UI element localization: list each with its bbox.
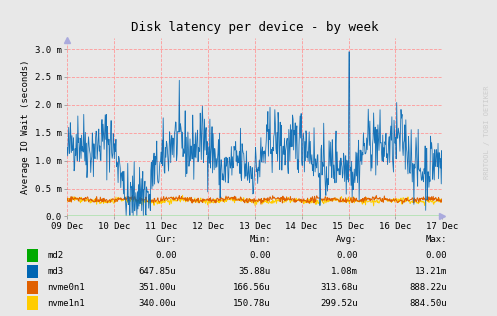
Text: 313.68u: 313.68u [320, 283, 358, 292]
Text: 299.52u: 299.52u [320, 299, 358, 308]
Text: 1.08m: 1.08m [331, 267, 358, 276]
Title: Disk latency per device - by week: Disk latency per device - by week [131, 21, 378, 34]
Text: 0.00: 0.00 [336, 252, 358, 260]
Text: 888.22u: 888.22u [410, 283, 447, 292]
Text: 351.00u: 351.00u [139, 283, 176, 292]
Text: nvme0n1: nvme0n1 [47, 283, 85, 292]
Text: 0.00: 0.00 [155, 252, 176, 260]
Text: 340.00u: 340.00u [139, 299, 176, 308]
Text: 166.56u: 166.56u [233, 283, 271, 292]
Text: 35.88u: 35.88u [239, 267, 271, 276]
Text: RRDTOOL / TOBI OETIKER: RRDTOOL / TOBI OETIKER [484, 86, 490, 179]
Text: Cur:: Cur: [155, 235, 176, 244]
Text: Avg:: Avg: [336, 235, 358, 244]
Text: 0.00: 0.00 [426, 252, 447, 260]
Text: md2: md2 [47, 252, 63, 260]
Text: Min:: Min: [249, 235, 271, 244]
Text: 647.85u: 647.85u [139, 267, 176, 276]
Text: md3: md3 [47, 267, 63, 276]
Text: Max:: Max: [426, 235, 447, 244]
Text: 0.00: 0.00 [249, 252, 271, 260]
Text: nvme1n1: nvme1n1 [47, 299, 85, 308]
Text: 884.50u: 884.50u [410, 299, 447, 308]
Text: 150.78u: 150.78u [233, 299, 271, 308]
Text: 13.21m: 13.21m [415, 267, 447, 276]
Y-axis label: Average IO Wait (seconds): Average IO Wait (seconds) [21, 60, 30, 194]
